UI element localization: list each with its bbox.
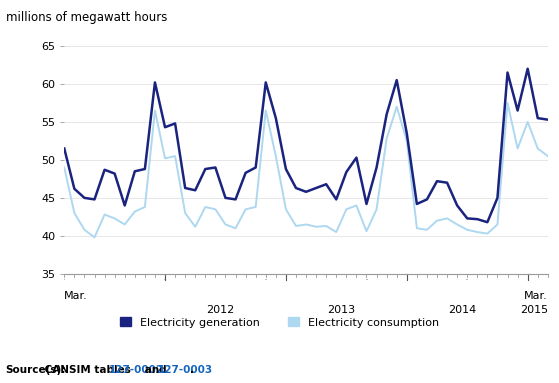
Text: 2014: 2014	[448, 305, 476, 315]
Text: 127-0003: 127-0003	[158, 365, 214, 375]
Text: .: .	[190, 365, 194, 375]
Text: millions of megawatt hours: millions of megawatt hours	[6, 11, 167, 25]
Text: and: and	[141, 365, 170, 375]
Legend: Electricity generation, Electricity consumption: Electricity generation, Electricity cons…	[120, 317, 439, 327]
Text: CANSIM tables: CANSIM tables	[41, 365, 134, 375]
Text: 2013: 2013	[327, 305, 356, 315]
Text: Mar.: Mar.	[524, 291, 548, 301]
Text: 2015: 2015	[520, 305, 548, 315]
Text: Source(s):: Source(s):	[6, 365, 66, 375]
Text: Mar.: Mar.	[64, 291, 88, 301]
Text: 127-0002: 127-0002	[109, 365, 164, 375]
Text: 2012: 2012	[206, 305, 235, 315]
